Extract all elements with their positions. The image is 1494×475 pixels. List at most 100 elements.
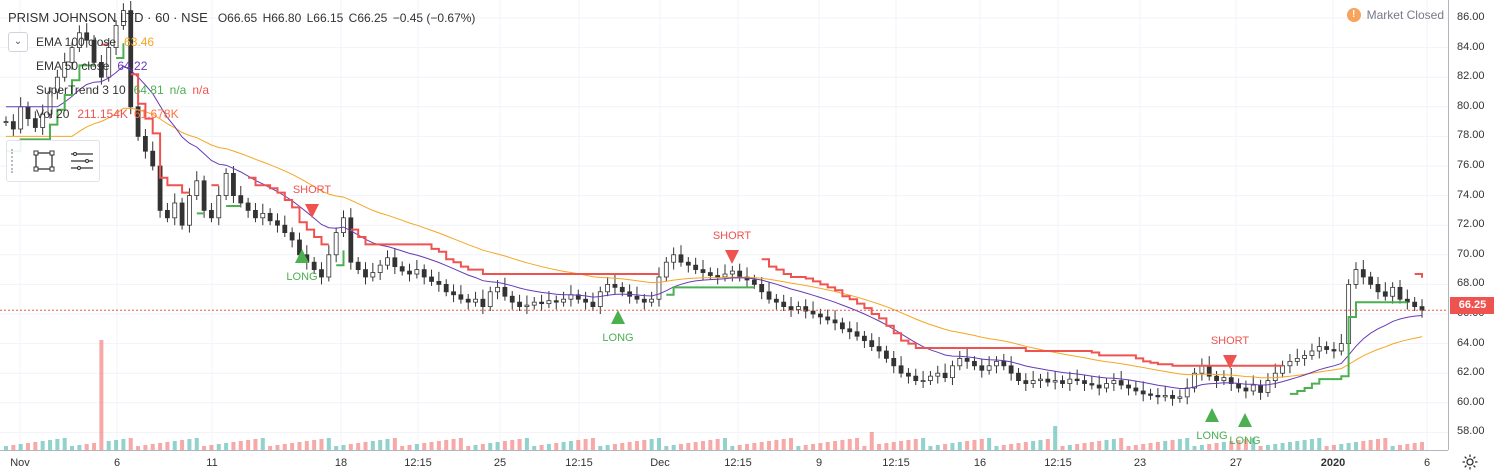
volume-bar (1067, 445, 1072, 450)
candle (884, 345, 889, 363)
volume-bar (334, 446, 339, 450)
candle (1155, 388, 1161, 405)
volume-bar (825, 442, 830, 450)
volume-bar (700, 441, 705, 450)
price-chart[interactable] (0, 0, 1448, 450)
candle (605, 277, 611, 297)
candle (1294, 348, 1300, 366)
long-signal-arrow (1238, 413, 1252, 427)
volume-bar (921, 438, 926, 450)
price-tick-label: 76.00 (1457, 159, 1485, 171)
short-signal-label: SHORT (292, 184, 332, 196)
volume-bar (451, 439, 456, 450)
candle (854, 322, 860, 341)
volume-bar (1185, 438, 1190, 450)
volume-bar (312, 440, 317, 450)
candle (1243, 380, 1249, 399)
volume-bar (180, 440, 185, 450)
short-signal-arrow (725, 250, 739, 264)
volume-bar (627, 442, 632, 450)
indicator-row-ema100[interactable]: ⌄ EMA 100 close 63.46 (8, 30, 477, 54)
supertrend-line (130, 73, 190, 194)
select-rectangle-button[interactable] (29, 146, 59, 176)
price-scale[interactable]: 66.25 86.00 84.00 82.00 80.00 78.00 76.00 74.0… (1448, 0, 1494, 450)
candle (91, 35, 97, 67)
candle (1397, 279, 1403, 304)
indicator-row-ema50[interactable]: EMA 50 close 64.22 (8, 54, 477, 78)
candle (231, 166, 236, 203)
candle (1353, 262, 1359, 289)
candle (1368, 271, 1374, 289)
collapse-legend-button[interactable]: ⌄ (8, 32, 28, 52)
volume-bar (796, 446, 801, 450)
volume-bar (664, 446, 669, 450)
volume-bar (378, 440, 383, 450)
volume-bar (546, 444, 551, 450)
volume-bar (4, 446, 8, 450)
volume-bar (158, 443, 163, 450)
volume-bar (561, 442, 566, 450)
candle (429, 269, 434, 286)
volume-bar (370, 441, 375, 450)
drag-handle-icon[interactable] (11, 149, 21, 173)
volume-bar (833, 441, 838, 450)
candle (76, 25, 82, 53)
time-tick-label: 16 (973, 457, 987, 469)
volume-bar (363, 442, 368, 450)
candle (1287, 353, 1293, 374)
volume-bar (326, 438, 331, 450)
candle (531, 296, 537, 310)
candle (788, 296, 794, 317)
candle (480, 289, 486, 314)
volume-bar (1236, 440, 1241, 450)
candle (341, 210, 346, 238)
volume-bar (524, 438, 529, 450)
symbol-title[interactable]: PRISM JOHNSON LTD · 60 · NSE (8, 10, 208, 25)
volume-bar (972, 440, 977, 450)
volume-bar (774, 440, 779, 450)
volume-bar (1097, 441, 1102, 450)
list-icon (71, 152, 93, 170)
volume-bar (1199, 445, 1204, 450)
volume-bar (620, 443, 625, 450)
volume-bar (18, 444, 23, 450)
volume-bar (634, 441, 639, 450)
volume-bar (33, 442, 38, 450)
time-scale[interactable]: Nov 6 11 18 12:15 25 12:15 Dec 12:15 9 12:15 16 12:1… (0, 450, 1448, 475)
object-list-button[interactable] (67, 146, 97, 176)
chart-settings-button[interactable] (1460, 452, 1480, 472)
volume-bar (202, 446, 207, 450)
candle (1272, 363, 1278, 388)
candle (817, 308, 823, 325)
volume-bar (1383, 438, 1388, 450)
candle (957, 351, 963, 371)
volume-bar (576, 440, 581, 450)
volume-bar (1089, 442, 1094, 450)
candle (1382, 282, 1388, 301)
volume-bar (40, 441, 45, 450)
candle (142, 129, 148, 159)
volume-bar (341, 445, 346, 450)
candle (150, 141, 156, 171)
candle (1045, 371, 1051, 387)
close-value: C66.25 (348, 11, 388, 25)
candle (685, 257, 691, 273)
volume-bar (436, 441, 441, 450)
indicator-row-supertrend[interactable]: SuperTrend 3 10 64.81 n/a n/a (8, 78, 477, 102)
indicator-row-volume[interactable]: Vol 20 211.154K 61.678K (8, 102, 477, 126)
volume-bar (62, 438, 67, 450)
price-tick-label: 60.00 (1457, 395, 1485, 408)
volume-bar (444, 440, 449, 450)
candle (693, 257, 699, 275)
volume-bar (488, 443, 493, 450)
candle (1008, 356, 1014, 381)
candle (377, 259, 383, 280)
volume-bar (55, 439, 60, 450)
volume-bar (943, 444, 948, 450)
volume-bar (458, 438, 463, 450)
volume-bar (1361, 441, 1366, 450)
candle (399, 261, 405, 276)
candle (1228, 368, 1234, 391)
volume-bar (297, 442, 302, 450)
volume-bar (1192, 446, 1197, 450)
